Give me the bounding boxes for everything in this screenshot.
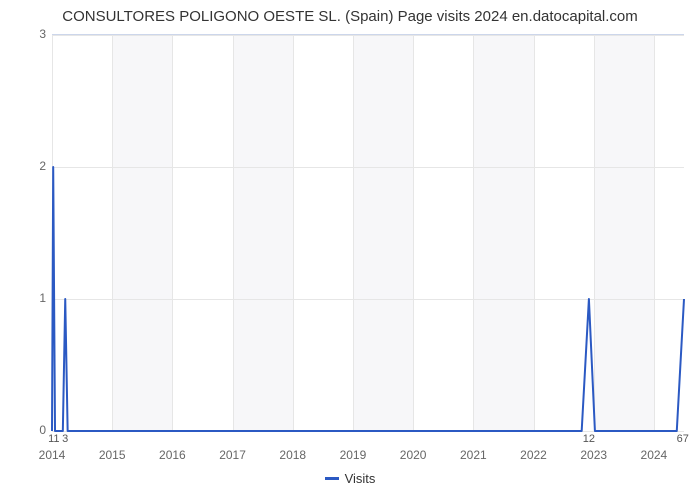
legend: Visits [0, 470, 700, 486]
x-tick-label: 2023 [580, 448, 607, 462]
data-label: 67 [677, 433, 689, 445]
series-lines [52, 35, 684, 431]
x-tick-label: 2022 [520, 448, 547, 462]
y-tick-label: 2 [0, 159, 46, 173]
x-tick-label: 2015 [99, 448, 126, 462]
data-label: 11 [48, 433, 59, 445]
legend-label: Visits [345, 471, 376, 486]
data-label: 12 [583, 433, 595, 445]
x-tick-label: 2018 [279, 448, 306, 462]
data-label: 3 [62, 433, 68, 445]
y-tick-label: 3 [0, 27, 46, 41]
y-tick-label: 1 [0, 291, 46, 305]
x-tick-label: 2021 [460, 448, 487, 462]
x-tick-label: 2014 [39, 448, 66, 462]
legend-swatch [325, 477, 339, 480]
y-tick-label: 0 [0, 423, 46, 437]
x-tick-label: 2019 [340, 448, 367, 462]
plot-area: 1131267 [52, 34, 684, 432]
x-tick-label: 2017 [219, 448, 246, 462]
chart-root: CONSULTORES POLIGONO OESTE SL. (Spain) P… [0, 0, 700, 500]
x-tick-label: 2016 [159, 448, 186, 462]
series-line [52, 167, 684, 431]
chart-title: CONSULTORES POLIGONO OESTE SL. (Spain) P… [0, 0, 700, 25]
x-tick-label: 2020 [400, 448, 427, 462]
x-tick-label: 2024 [641, 448, 668, 462]
